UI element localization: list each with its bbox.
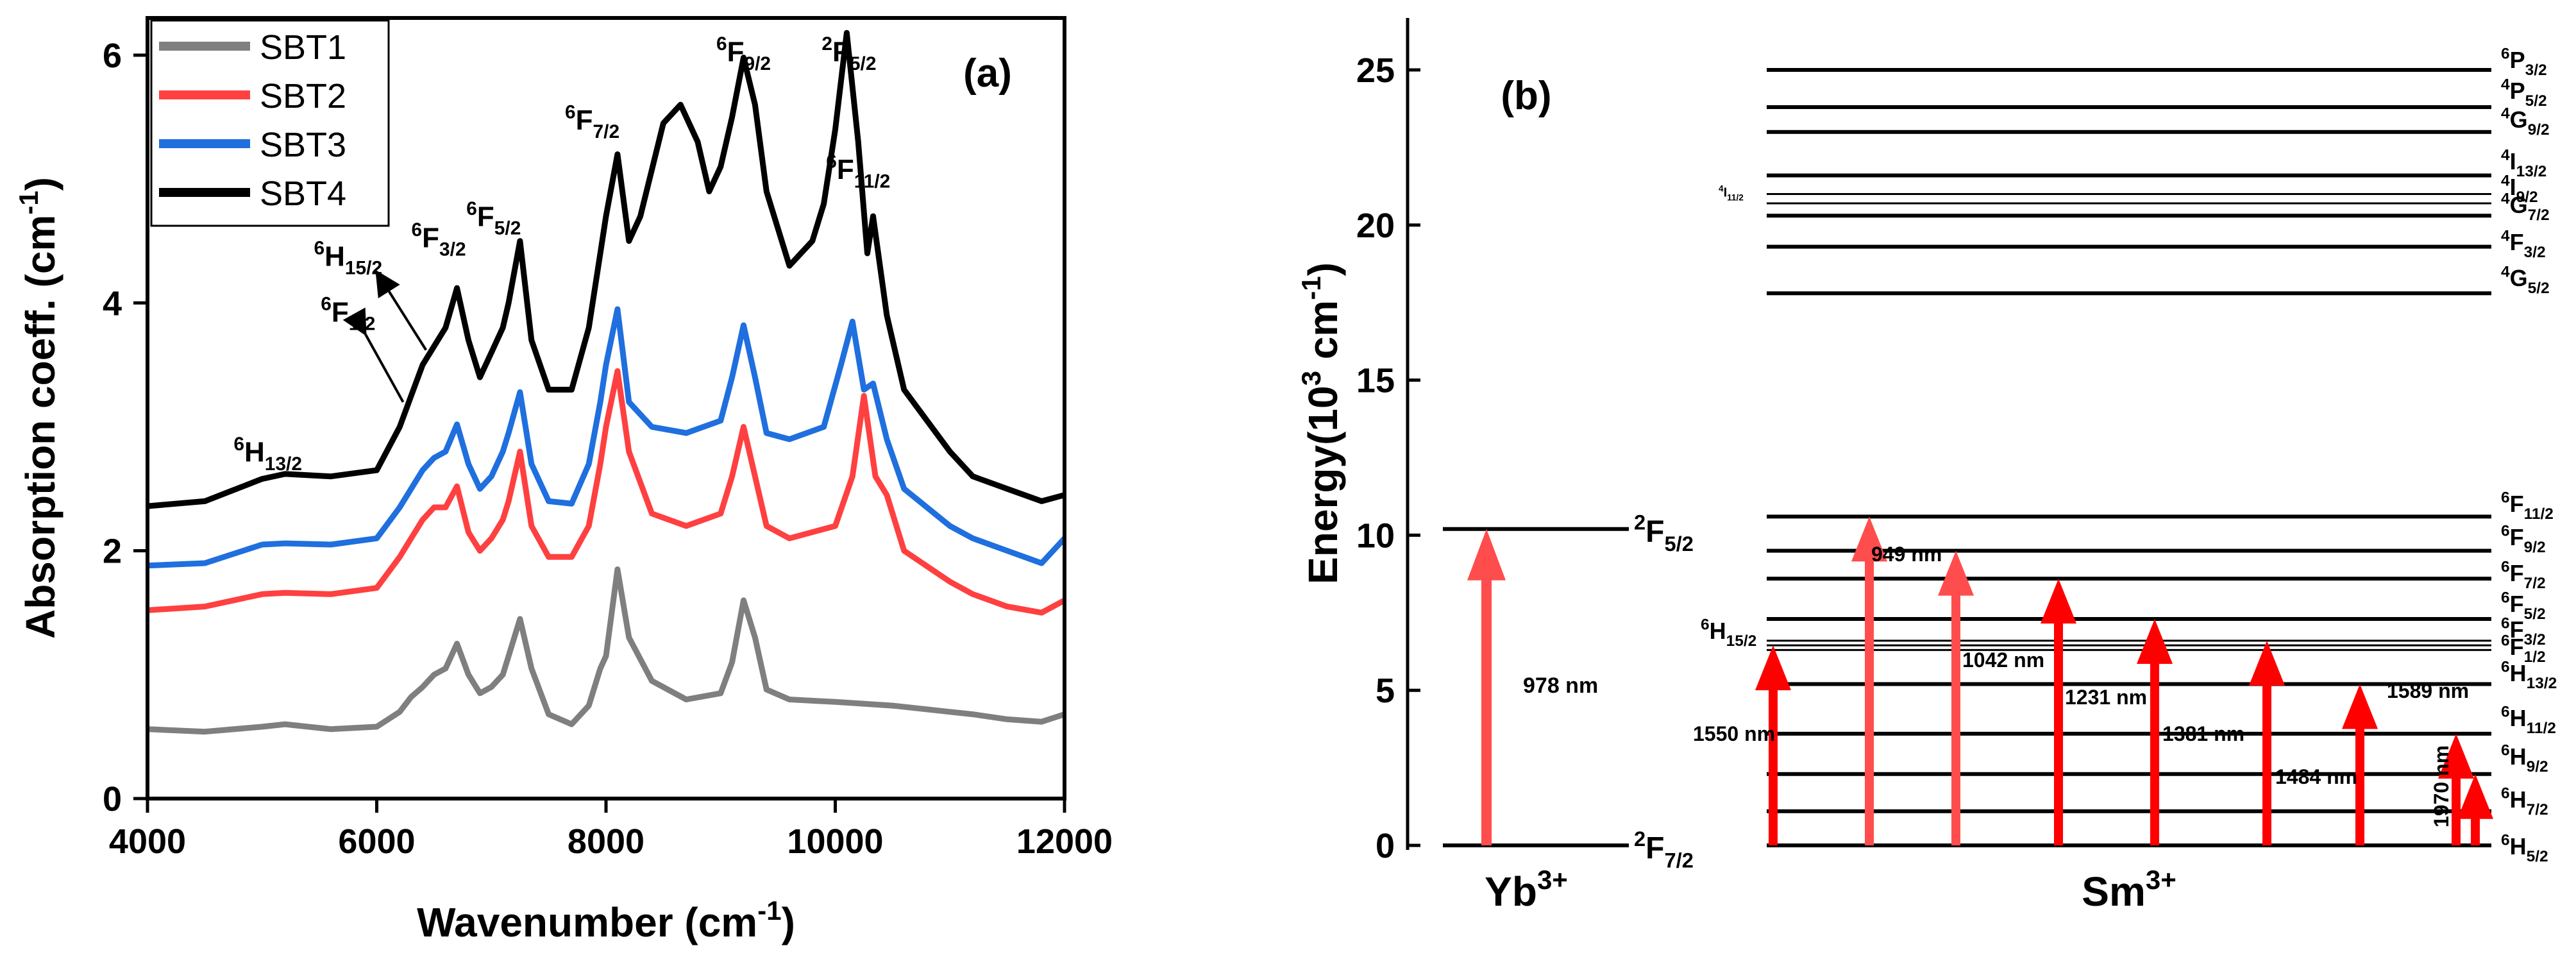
yb-arrow-head: [1467, 529, 1506, 580]
panel-a-x-axis-title: Wavenumber (cm-1): [417, 895, 795, 945]
panel-b-y-ticks: 0 5 10 15 20 25: [1356, 51, 1420, 865]
x-tick-label: 4000: [109, 822, 186, 861]
x-tick-label: 12000: [1016, 822, 1113, 861]
sm-arrow-head: [2137, 618, 2173, 664]
x-tick-label: 8000: [568, 822, 644, 861]
sm-level-label: 6H7/2: [2501, 785, 2548, 818]
sm-transition-label: 1484 nm: [2275, 765, 2357, 788]
sm-level-label: 6H11/2: [2501, 704, 2556, 737]
peak-label: 2F5/2: [821, 33, 876, 74]
peak-label: 6F7/2: [565, 101, 619, 142]
series-line-sbt4: [147, 30, 1066, 509]
sm-level-label: 4F3/2: [2501, 228, 2546, 261]
series-line-sbt3: [147, 306, 1067, 569]
sm-level-label: 6H5/2: [2501, 832, 2548, 865]
yb-levels: 2F7/2 2F5/2 978 nm: [1443, 511, 1694, 872]
sm-level-label: 4I11/2: [1719, 183, 1744, 202]
sm-level-label: 4G5/2: [2501, 264, 2550, 297]
panel-b-label: (b): [1501, 74, 1551, 118]
yb-ion-label: Yb3+: [1485, 865, 1568, 915]
sm-transition-label: 949 nm: [1871, 543, 1942, 566]
sm-level-label: 6H13/2: [2501, 659, 2557, 692]
y-tick-label: 0: [103, 780, 122, 818]
sm-level-label: 4G7/2: [2501, 191, 2550, 224]
panel-a-y-ticks: 0 2 4 6: [103, 37, 147, 818]
sm-transition-label: 1042 nm: [1962, 648, 2044, 672]
panel-b-energy-diagram: 0 5 10 15 20 25 Energy(103 cm-1) (b) 2F7/2 2F5…: [1296, 18, 2557, 915]
sm-level-label: 4I9/2: [2501, 173, 2538, 206]
y-tick-label: 10: [1356, 516, 1395, 555]
annotation-arrow: [342, 307, 405, 403]
sm-arrow-head: [1755, 645, 1791, 691]
sm-level-label: 6F9/2: [2501, 523, 2546, 556]
sm-level-label: 6F11/2: [2501, 489, 2554, 523]
sm-level-label: 4G9/2: [2501, 105, 2550, 139]
legend-label: SBT1: [260, 28, 346, 67]
sm-level-label: 6H15/2: [1701, 616, 1756, 650]
peak-label: 6H15/2: [314, 238, 382, 279]
sm-arrow-head: [2457, 774, 2493, 819]
sm-level-label: 6F7/2: [2501, 559, 2546, 592]
panel-a-y-axis-title: Absorption coeff. (cm-1): [13, 177, 63, 639]
sm-transition-label: 1231 nm: [2065, 686, 2147, 709]
panel-a-label: (a): [963, 51, 1012, 96]
sm-arrow-head: [1938, 550, 1974, 596]
sm-arrow-head: [2438, 733, 2474, 779]
y-tick-label: 0: [1376, 827, 1395, 865]
sm-level-label: 6F3/2: [2501, 615, 2546, 648]
sm-arrow-head: [2249, 640, 2285, 686]
peak-label: 6F5/2: [466, 198, 521, 239]
panel-a-series: [147, 30, 1067, 735]
sm-arrow-head: [2041, 579, 2076, 624]
peak-label: 6F9/2: [716, 33, 771, 74]
sm-ion-label: Sm3+: [2082, 865, 2176, 915]
sm-transition-label: 1381 nm: [2162, 722, 2244, 745]
panel-a-legend: SBT1 SBT2 SBT3 SBT4: [150, 19, 390, 227]
x-tick-label: 10000: [787, 822, 883, 861]
sm-transition-label: 1970 nm: [2430, 745, 2453, 827]
series-line-sbt1: [147, 566, 1066, 735]
sm-level-label: 6P3/2: [2501, 46, 2547, 79]
peak-label: 6F3/2: [411, 219, 466, 260]
y-tick-label: 6: [103, 37, 122, 75]
sm-level-label: 4P5/2: [2501, 76, 2547, 110]
y-tick-label: 25: [1356, 51, 1395, 90]
panel-b-y-axis-title: Energy(103 cm-1): [1296, 262, 1346, 584]
sm-transition-label: 1589 nm: [2387, 679, 2469, 702]
peak-label: 6F11/2: [826, 151, 890, 192]
yb-level-label: 2F7/2: [1634, 827, 1694, 872]
peak-label: 6F1/2: [321, 294, 375, 335]
legend-label: SBT3: [260, 126, 346, 164]
x-tick-label: 6000: [338, 822, 415, 861]
sm-level-label: 6F1/2: [2501, 632, 2546, 666]
panel-a-x-ticks: 4000 6000 8000 10000 12000: [109, 799, 1113, 861]
sm-transition-label: 1550 nm: [1693, 722, 1775, 745]
annotation-arrow: [375, 269, 428, 351]
y-tick-label: 20: [1356, 207, 1395, 245]
sm-levels: 6H5/2 6H7/2 6H9/2 6H11/2 6H13/26F1/26F3/26F5…: [1701, 46, 2557, 865]
y-tick-label: 5: [1376, 672, 1395, 710]
sm-level-label: 6F5/2: [2501, 589, 2546, 623]
sm-arrow-head: [2342, 684, 2378, 729]
yb-level-label: 2F5/2: [1634, 511, 1694, 556]
yb-transition-label: 978 nm: [1523, 673, 1598, 698]
y-tick-label: 4: [103, 284, 122, 323]
sm-level-label: 4I13/2: [2501, 147, 2547, 180]
sm-arrow-head: [1851, 516, 1887, 562]
legend-label: SBT2: [260, 77, 346, 115]
peak-label: 6H13/2: [233, 434, 302, 475]
sm-transition-arrows: 1550 nm 949 nm 1042 nm 1231 nm 1381 nm 1484 n…: [1693, 516, 2493, 845]
y-tick-label: 15: [1356, 362, 1395, 400]
series-line-sbt2: [147, 368, 1066, 616]
sm-level-label: 6H9/2: [2501, 742, 2548, 775]
y-tick-label: 2: [103, 532, 122, 571]
legend-label: SBT4: [260, 174, 346, 213]
